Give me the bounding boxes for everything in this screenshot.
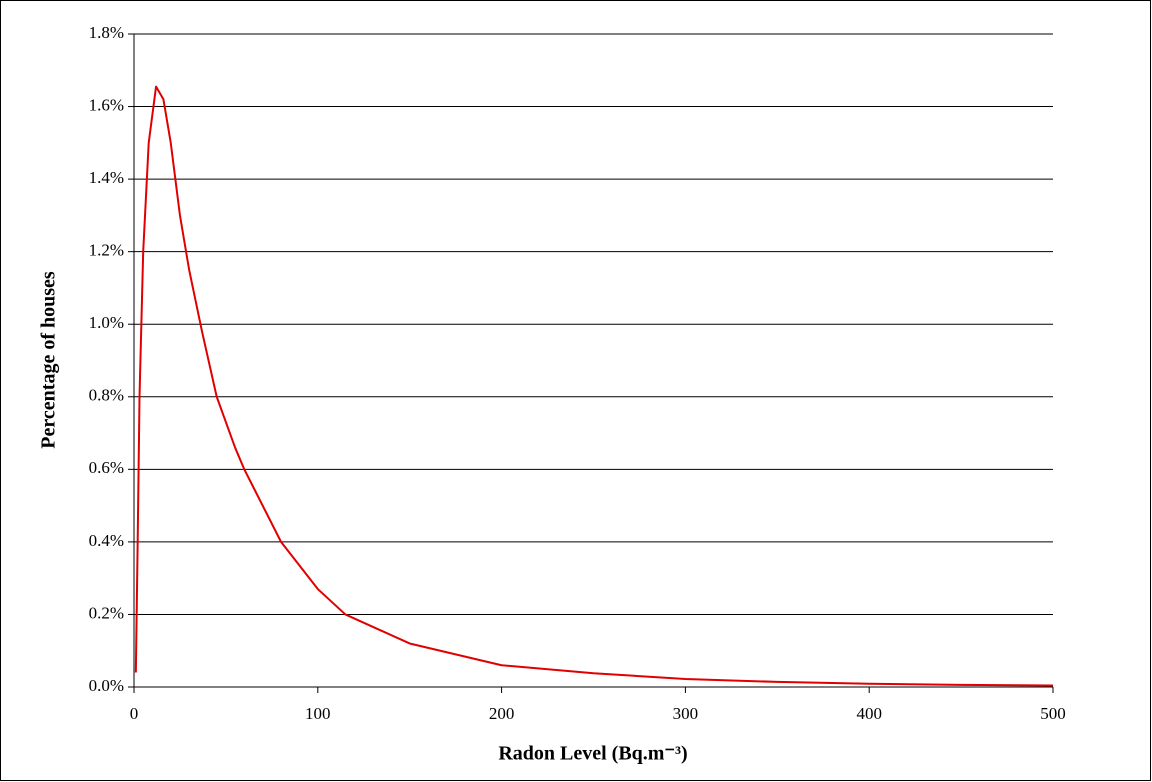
y-tick-label: 1.4%	[89, 168, 124, 187]
y-tick-label: 1.0%	[89, 313, 124, 332]
series-line	[134, 85, 1054, 687]
y-tick-label: 0.6%	[89, 458, 124, 477]
y-tick-label: 0.0%	[89, 676, 124, 695]
y-tick-label: 0.8%	[89, 386, 124, 405]
y-tick-label: 1.6%	[89, 95, 124, 114]
x-axis-title: Radon Level (Bq.m⁻³)	[498, 743, 687, 765]
y-tick-label: 0.4%	[89, 531, 124, 550]
y-axis-title: Percentage of houses	[38, 271, 60, 449]
x-tick-label: 300	[673, 704, 699, 723]
x-tick-label: 0	[130, 704, 139, 723]
y-tick-label: 1.8%	[89, 23, 124, 42]
x-tick-label: 200	[489, 704, 515, 723]
y-tick-label: 0.2%	[89, 603, 124, 622]
x-tick-label: 500	[1040, 704, 1066, 723]
x-tick-label: 100	[305, 704, 331, 723]
y-tick-label: 1.2%	[89, 241, 124, 260]
x-tick-label: 400	[856, 704, 882, 723]
